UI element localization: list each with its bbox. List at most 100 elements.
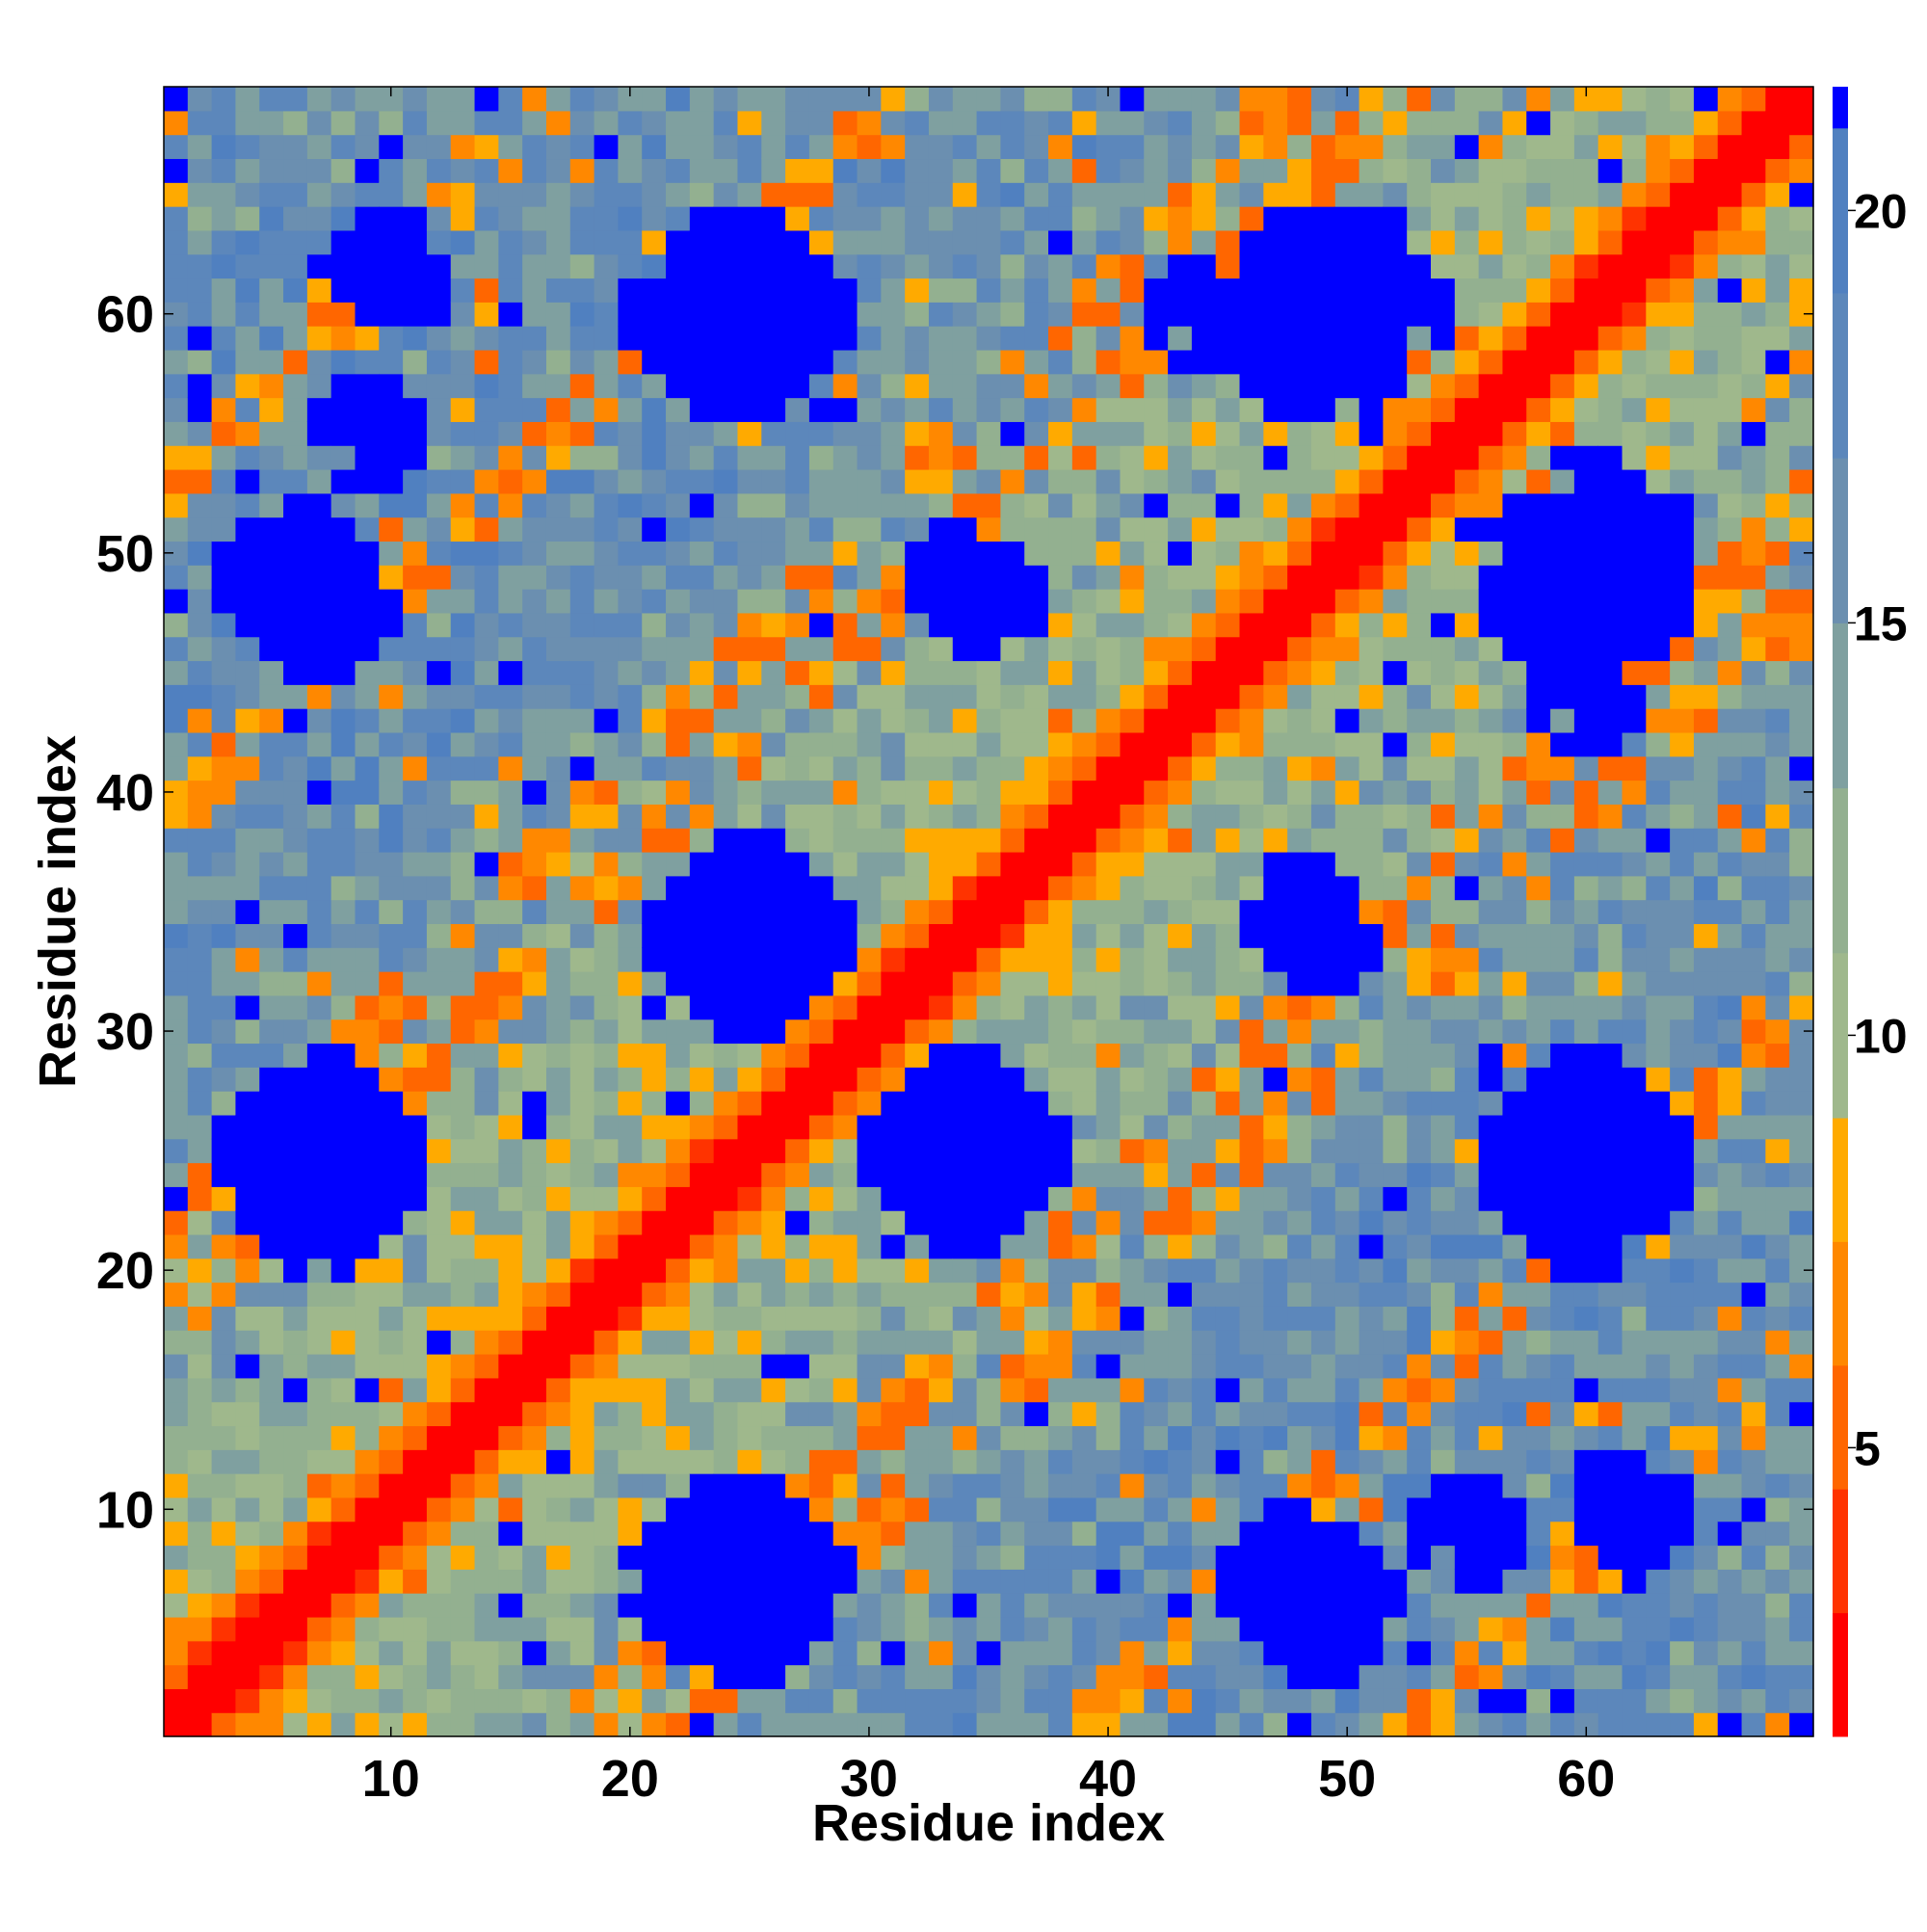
- heatmap-cell: [355, 1449, 380, 1474]
- heatmap-cell: [355, 182, 380, 207]
- heatmap-cell: [569, 1664, 595, 1689]
- heatmap-cell: [976, 1377, 1001, 1403]
- heatmap-cell: [952, 158, 978, 183]
- heatmap-cell: [426, 278, 452, 303]
- heatmap-cell: [1693, 780, 1719, 805]
- heatmap-cell: [1071, 1616, 1097, 1642]
- heatmap-cell: [1263, 1688, 1288, 1713]
- heatmap-cell: [952, 326, 978, 351]
- heatmap-cell: [1310, 828, 1336, 853]
- heatmap-cell: [545, 87, 571, 112]
- heatmap-cell: [1789, 994, 1814, 1020]
- heatmap-cell: [1024, 373, 1049, 399]
- heatmap-cell: [1263, 1593, 1288, 1618]
- heatmap-cell: [928, 468, 954, 494]
- heatmap-cell: [1144, 468, 1169, 494]
- heatmap-cell: [379, 373, 404, 399]
- heatmap-cell: [1215, 971, 1241, 996]
- heatmap-cell: [1478, 1640, 1504, 1666]
- heatmap-cell: [1120, 1306, 1145, 1331]
- heatmap-cell: [1334, 1640, 1360, 1666]
- heatmap-cell: [713, 589, 739, 614]
- heatmap-cell: [761, 541, 786, 566]
- heatmap-cell: [1741, 1664, 1766, 1689]
- heatmap-cell: [618, 1569, 643, 1594]
- heatmap-cell: [1765, 1496, 1790, 1522]
- heatmap-cell: [761, 468, 786, 494]
- heatmap-cell: [1024, 851, 1049, 877]
- heatmap-cell: [976, 899, 1001, 924]
- heatmap-cell: [666, 828, 691, 853]
- heatmap-cell: [1191, 1233, 1217, 1259]
- heatmap-cell: [1263, 1377, 1288, 1403]
- heatmap-cell: [330, 994, 356, 1020]
- heatmap-cell: [1622, 875, 1647, 901]
- heatmap-cell: [1359, 468, 1384, 494]
- heatmap-cell: [1287, 182, 1312, 207]
- heatmap-cell: [808, 1640, 834, 1666]
- heatmap-cell: [1000, 134, 1025, 160]
- heatmap-cell: [1168, 731, 1193, 757]
- heatmap-cell: [426, 1306, 452, 1331]
- heatmap-cell: [569, 1186, 595, 1211]
- heatmap-cell: [1550, 899, 1575, 924]
- heatmap-cell: [1502, 1162, 1527, 1187]
- heatmap-cell: [1239, 636, 1264, 662]
- heatmap-cell: [1622, 994, 1647, 1020]
- heatmap-cell: [1765, 1401, 1790, 1427]
- heatmap-cell: [1670, 660, 1695, 685]
- heatmap-cell: [283, 134, 308, 160]
- heatmap-cell: [498, 1640, 523, 1666]
- heatmap-cell: [1670, 636, 1695, 662]
- heatmap-cell: [785, 1496, 810, 1522]
- heatmap-cell: [689, 636, 715, 662]
- heatmap-cell: [785, 636, 810, 662]
- heatmap-cell: [1144, 660, 1169, 685]
- heatmap-cell: [832, 875, 858, 901]
- heatmap-cell: [857, 206, 882, 231]
- heatmap-cell: [187, 923, 213, 948]
- heatmap-cell: [666, 636, 691, 662]
- heatmap-cell: [1454, 1043, 1480, 1068]
- heatmap-cell: [379, 421, 404, 446]
- heatmap-cell: [1263, 158, 1288, 183]
- heatmap-cell: [1000, 565, 1025, 590]
- heatmap-cell: [1095, 1019, 1122, 1045]
- heatmap-cell: [976, 1712, 1001, 1737]
- heatmap-cell: [857, 828, 882, 853]
- heatmap-cell: [1717, 373, 1743, 399]
- heatmap-cell: [1383, 1664, 1408, 1689]
- heatmap-cell: [1622, 828, 1647, 853]
- heatmap-cell: [1048, 1282, 1073, 1307]
- heatmap-cell: [785, 1401, 810, 1427]
- heatmap-cell: [259, 684, 284, 709]
- heatmap-cell: [426, 1569, 452, 1594]
- heatmap-cell: [1622, 134, 1647, 160]
- heatmap-cell: [1550, 1210, 1575, 1235]
- heatmap-cell: [498, 565, 523, 590]
- heatmap-cell: [1717, 445, 1743, 470]
- heatmap-cell: [689, 87, 715, 112]
- heatmap-cell: [1431, 1521, 1456, 1547]
- heatmap-cell: [1071, 349, 1097, 375]
- heatmap-cell: [1550, 636, 1575, 662]
- heatmap-cell: [1550, 349, 1575, 375]
- heatmap-cell: [976, 1019, 1001, 1045]
- heatmap-cell: [1024, 516, 1049, 543]
- heatmap-cell: [1215, 1616, 1241, 1642]
- heatmap-cell: [1622, 636, 1647, 662]
- heatmap-cell: [1000, 994, 1025, 1020]
- heatmap-cell: [330, 755, 356, 781]
- heatmap-cell: [1144, 971, 1169, 996]
- heatmap-cell: [306, 421, 332, 446]
- heatmap-cell: [1120, 565, 1145, 590]
- heatmap-cell: [1095, 468, 1122, 494]
- heatmap-cell: [808, 445, 834, 470]
- heatmap-cell: [1670, 780, 1695, 805]
- heatmap-cell: [1263, 780, 1288, 805]
- heatmap-cell: [1287, 731, 1312, 757]
- heatmap-cell: [1120, 421, 1145, 446]
- heatmap-cell: [1646, 828, 1671, 853]
- heatmap-cell: [1550, 755, 1575, 781]
- heatmap-cell: [1095, 875, 1122, 901]
